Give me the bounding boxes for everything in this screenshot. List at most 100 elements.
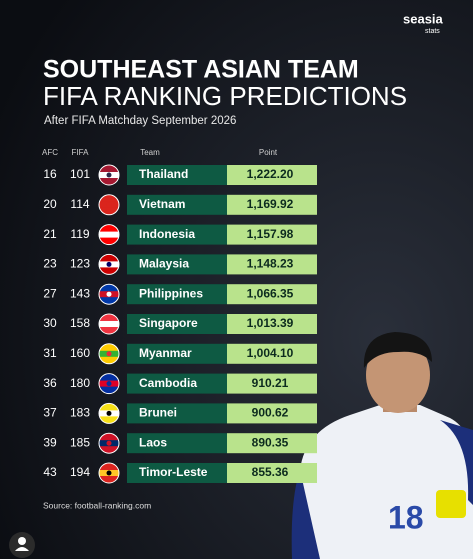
point-cell	[227, 284, 317, 305]
flag	[106, 351, 112, 357]
afc-rank: 16	[43, 167, 57, 181]
point-cell	[227, 254, 317, 275]
fifa-rank: 185	[70, 435, 90, 449]
flag-border	[98, 402, 120, 424]
flag-border	[98, 432, 120, 454]
team-cell	[127, 373, 227, 394]
profile-icon[interactable]	[9, 532, 35, 558]
flag	[106, 261, 112, 267]
source: Source: football-ranking.com	[43, 500, 151, 510]
fifa-rank: 123	[70, 257, 90, 271]
fifa-rank: 119	[70, 227, 89, 241]
points: 1,222.20	[247, 167, 294, 181]
brand-sub: stats	[425, 28, 440, 35]
svg-text:18: 18	[388, 499, 424, 535]
column-header: Team	[140, 148, 160, 157]
flag-border	[98, 462, 120, 484]
fifa-rank: 114	[70, 197, 89, 211]
flag	[106, 232, 112, 238]
fifa-rank: 160	[70, 346, 90, 360]
team-name: Singapore	[139, 316, 198, 330]
column-header: AFC	[42, 148, 58, 157]
points: 855.36	[252, 465, 289, 479]
afc-rank: 30	[43, 316, 57, 330]
team-name: Cambodia	[139, 376, 197, 390]
column-header: FIFA	[72, 148, 90, 157]
point-cell	[227, 314, 317, 334]
point-cell	[227, 373, 317, 394]
fifa-rank: 183	[70, 406, 90, 420]
flag	[106, 202, 112, 208]
team-cell	[127, 433, 227, 454]
team-cell	[127, 343, 227, 364]
flag-border	[98, 194, 120, 216]
flag	[106, 381, 112, 387]
afc-rank: 37	[43, 406, 57, 420]
points: 1,066.35	[247, 286, 294, 300]
points: 1,013.39	[247, 316, 294, 330]
flag	[106, 172, 112, 178]
points: 1,157.98	[247, 227, 294, 241]
team-name: Thailand	[139, 167, 188, 181]
team-name: Brunei	[139, 406, 177, 420]
fifa-rank: 194	[70, 465, 90, 479]
flag-border	[98, 224, 120, 246]
team-cell	[127, 314, 227, 334]
point-cell	[227, 433, 317, 454]
points: 1,148.23	[247, 257, 294, 271]
points: 890.35	[252, 435, 289, 449]
team-cell	[127, 254, 227, 275]
team-name: Myanmar	[139, 346, 192, 360]
flag-border	[98, 253, 120, 275]
team-cell	[127, 403, 227, 424]
afc-rank: 20	[43, 197, 57, 211]
flag	[106, 291, 112, 297]
flag-border	[98, 373, 120, 395]
point-cell	[227, 165, 317, 185]
flag	[106, 440, 112, 446]
team-name: Indonesia	[139, 227, 195, 241]
title-line1: SOUTHEAST ASIAN TEAM	[43, 56, 359, 84]
team-name: Malaysia	[139, 257, 189, 271]
point-cell	[227, 463, 317, 483]
flag-border	[98, 164, 120, 186]
points: 1,169.92	[247, 197, 294, 211]
team-cell	[127, 194, 227, 215]
afc-rank: 21	[43, 227, 57, 241]
team-name: Timor-Leste	[139, 465, 208, 479]
flag-border	[98, 283, 120, 305]
fifa-rank: 180	[70, 376, 90, 390]
point-cell	[227, 343, 317, 364]
team-cell	[127, 224, 227, 245]
afc-rank: 36	[43, 376, 57, 390]
points: 1,004.10	[247, 346, 294, 360]
fifa-rank: 101	[70, 167, 90, 181]
afc-rank: 23	[43, 257, 57, 271]
team-name: Philippines	[139, 286, 203, 300]
brand: seasia	[403, 11, 444, 26]
team-name: Vietnam	[139, 197, 185, 211]
player-photo: 18	[291, 332, 473, 559]
flag-border	[98, 313, 120, 335]
team-cell	[127, 165, 227, 185]
fifa-rank: 158	[70, 316, 90, 330]
flag-border	[98, 343, 120, 365]
afc-rank: 39	[43, 435, 57, 449]
team-name: Laos	[139, 435, 167, 449]
column-header: Point	[259, 148, 278, 157]
afc-rank: 31	[43, 346, 57, 360]
flag	[106, 410, 112, 416]
fifa-rank: 143	[70, 286, 90, 300]
afc-rank: 43	[43, 465, 57, 479]
subtitle: After FIFA Matchday September 2026	[44, 115, 236, 127]
points: 900.62	[252, 406, 289, 420]
team-cell	[127, 463, 227, 483]
flag	[106, 470, 112, 476]
team-cell	[127, 284, 227, 305]
afc-rank: 27	[43, 286, 57, 300]
flag	[106, 321, 112, 327]
points: 910.21	[252, 376, 289, 390]
point-cell	[227, 224, 317, 245]
title-line2: FIFA RANKING PREDICTIONS	[43, 81, 407, 111]
